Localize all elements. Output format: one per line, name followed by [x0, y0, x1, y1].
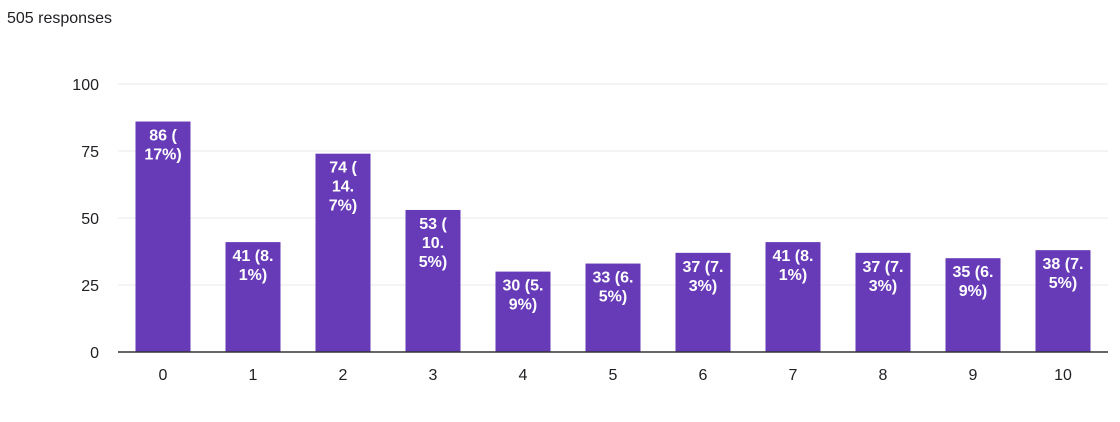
x-tick-label: 10 — [1054, 367, 1072, 384]
bar-data-label: 5%) — [1049, 275, 1077, 292]
x-tick-label: 5 — [609, 367, 618, 384]
bar[interactable] — [945, 258, 1001, 352]
y-tick-label: 25 — [81, 278, 99, 295]
x-tick-label: 0 — [159, 367, 168, 384]
bar-data-label: 14. — [332, 179, 354, 196]
x-tick-label: 9 — [969, 367, 978, 384]
bar-data-label: 33 (6. — [593, 270, 634, 287]
x-tick-label: 3 — [429, 367, 438, 384]
y-tick-label: 75 — [81, 144, 99, 161]
data-labels: 86 ( 17%) 41 (8. 1%) 74 ( 14. 7%) 53 ( 10. 5%) 30 … — [144, 128, 1083, 314]
x-tick-label: 8 — [879, 367, 888, 384]
bar-data-label: 53 ( — [419, 216, 447, 233]
bar-data-label: 41 (8. — [773, 248, 814, 265]
bar[interactable] — [675, 252, 731, 352]
bar-data-label: 1%) — [239, 267, 267, 284]
bar-data-label: 74 ( — [329, 160, 357, 177]
y-tick-label: 100 — [72, 77, 99, 94]
bar-data-label: 38 (7. — [1043, 256, 1084, 273]
bar[interactable] — [765, 242, 821, 352]
bar-data-label: 41 (8. — [233, 248, 274, 265]
bar[interactable] — [495, 271, 551, 352]
bars — [135, 121, 1091, 353]
x-axis-ticks: 0 1 2 3 4 5 6 7 8 9 10 — [159, 367, 1072, 384]
bar-data-label: 37 (7. — [683, 259, 724, 276]
bar-data-label: 86 ( — [149, 128, 177, 145]
x-tick-label: 1 — [249, 367, 258, 384]
bar-data-label: 7%) — [329, 198, 357, 215]
x-tick-label: 2 — [339, 367, 348, 384]
bar-data-label: 3%) — [869, 278, 897, 295]
bar[interactable] — [315, 153, 371, 352]
bar-data-label: 5%) — [599, 289, 627, 306]
bar-data-label: 30 (5. — [503, 278, 544, 295]
y-tick-label: 0 — [90, 345, 99, 362]
bar[interactable] — [585, 263, 641, 352]
bar-data-label: 5%) — [419, 254, 447, 271]
bar-data-label: 35 (6. — [953, 264, 994, 281]
bar-data-label: 9%) — [509, 297, 537, 314]
bar[interactable] — [135, 121, 191, 353]
bar-data-label: 17%) — [144, 147, 181, 164]
bar[interactable] — [405, 209, 461, 352]
bar[interactable] — [855, 252, 911, 352]
bar-data-label: 3%) — [689, 278, 717, 295]
x-tick-label: 4 — [519, 367, 528, 384]
y-axis-ticks: 0 25 50 75 100 — [72, 77, 99, 362]
x-tick-label: 6 — [699, 367, 708, 384]
bar-data-label: 1%) — [779, 267, 807, 284]
x-tick-label: 7 — [789, 367, 798, 384]
bar[interactable] — [225, 242, 281, 352]
bar-data-label: 9%) — [959, 283, 987, 300]
bar[interactable] — [1035, 250, 1091, 352]
responses-count: 505 responses — [7, 10, 112, 27]
bar-data-label: 37 (7. — [863, 259, 904, 276]
bar-data-label: 10. — [422, 235, 444, 252]
y-tick-label: 50 — [81, 211, 99, 228]
